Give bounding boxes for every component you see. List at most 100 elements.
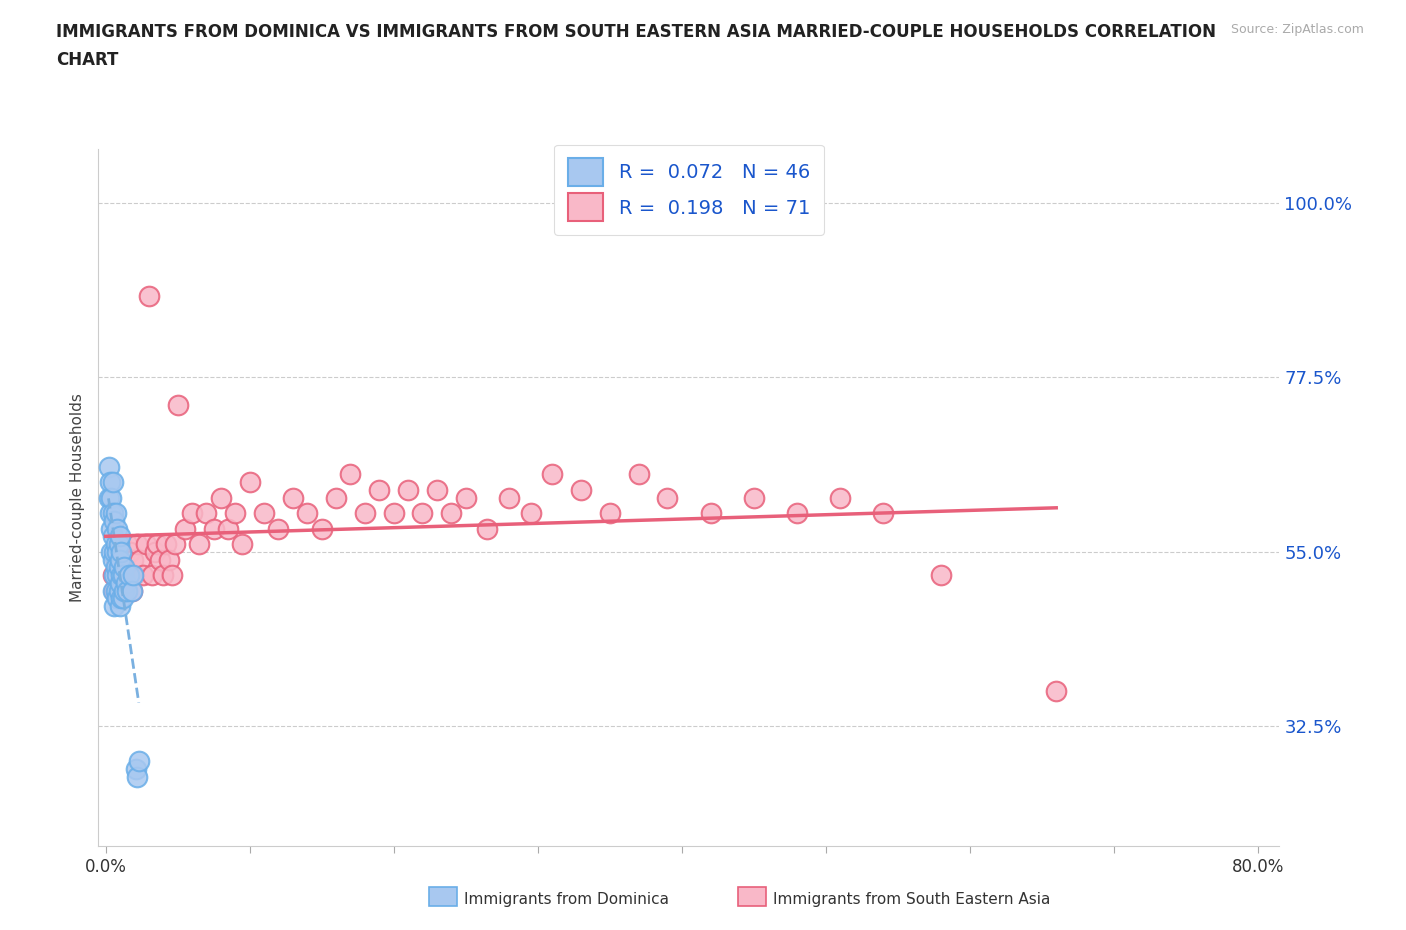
Point: [195, 506, 218, 521]
Point: [115, 537, 138, 551]
Point: [181, 506, 204, 521]
Point: [368, 483, 391, 498]
Point: [97, 490, 120, 505]
Text: CHART: CHART: [56, 51, 118, 69]
Point: [929, 567, 952, 582]
Point: [454, 490, 477, 505]
Point: [253, 506, 276, 521]
FancyBboxPatch shape: [429, 887, 457, 906]
Point: [105, 544, 128, 559]
Point: [217, 521, 239, 536]
Point: [188, 537, 211, 551]
Point: [127, 769, 149, 784]
Point: [115, 583, 138, 598]
Point: [120, 544, 142, 559]
Text: Source: ZipAtlas.com: Source: ZipAtlas.com: [1230, 23, 1364, 36]
Point: [101, 474, 124, 489]
Point: [100, 521, 122, 536]
Point: [118, 567, 141, 582]
Point: [146, 537, 169, 551]
Point: [157, 552, 180, 567]
Point: [112, 560, 135, 575]
FancyBboxPatch shape: [738, 887, 766, 906]
Point: [128, 753, 150, 768]
Point: [112, 583, 135, 598]
Point: [107, 560, 129, 575]
Point: [297, 506, 319, 521]
Point: [112, 552, 135, 567]
Point: [872, 506, 894, 521]
Point: [103, 583, 125, 598]
Point: [110, 544, 132, 559]
Point: [354, 506, 377, 521]
Point: [108, 576, 131, 591]
Point: [155, 537, 177, 551]
Point: [98, 474, 121, 489]
Point: [124, 567, 146, 582]
Point: [339, 467, 361, 482]
Point: [1045, 684, 1067, 698]
Point: [97, 459, 120, 474]
Legend: R =  0.072   N = 46, R =  0.198   N = 71: R = 0.072 N = 46, R = 0.198 N = 71: [554, 144, 824, 234]
Point: [173, 521, 195, 536]
Point: [477, 521, 499, 536]
Point: [107, 583, 129, 598]
Point: [426, 483, 449, 498]
Point: [111, 591, 134, 605]
Point: [239, 474, 262, 489]
Point: [105, 591, 128, 605]
Point: [127, 537, 149, 551]
Point: [396, 483, 419, 498]
Point: [105, 583, 128, 598]
Point: [132, 567, 155, 582]
Point: [209, 490, 232, 505]
Point: [101, 552, 124, 567]
Point: [101, 583, 124, 598]
Point: [121, 583, 143, 598]
Point: [98, 506, 121, 521]
Point: [160, 567, 183, 582]
Point: [110, 567, 132, 582]
Point: [135, 537, 157, 551]
Point: [103, 567, 125, 582]
Point: [107, 537, 129, 551]
Point: [110, 591, 132, 605]
Point: [519, 506, 541, 521]
Point: [141, 567, 163, 582]
Point: [104, 583, 127, 598]
Point: [107, 560, 129, 575]
Point: [231, 537, 253, 551]
Point: [118, 567, 141, 582]
Point: [786, 506, 808, 521]
Point: [163, 537, 186, 551]
Point: [224, 506, 246, 521]
Point: [541, 467, 564, 482]
Point: [143, 544, 166, 559]
Point: [382, 506, 405, 521]
Point: [111, 567, 134, 582]
Point: [104, 560, 127, 575]
Point: [311, 521, 333, 536]
Point: [830, 490, 852, 505]
Point: [325, 490, 347, 505]
Point: [101, 567, 124, 582]
Point: [105, 567, 128, 582]
Text: IMMIGRANTS FROM DOMINICA VS IMMIGRANTS FROM SOUTH EASTERN ASIA MARRIED-COUPLE HO: IMMIGRANTS FROM DOMINICA VS IMMIGRANTS F…: [56, 23, 1216, 41]
Point: [103, 599, 125, 614]
Point: [108, 567, 131, 582]
Point: [122, 552, 145, 567]
Point: [100, 490, 122, 505]
Text: Immigrants from Dominica: Immigrants from Dominica: [464, 892, 669, 907]
Point: [101, 529, 124, 544]
Point: [122, 567, 145, 582]
Point: [742, 490, 765, 505]
Point: [152, 567, 174, 582]
Point: [267, 521, 290, 536]
Point: [125, 762, 148, 777]
Point: [108, 552, 131, 567]
Point: [440, 506, 463, 521]
Point: [105, 521, 128, 536]
Point: [599, 506, 621, 521]
Point: [281, 490, 304, 505]
Point: [104, 537, 127, 551]
